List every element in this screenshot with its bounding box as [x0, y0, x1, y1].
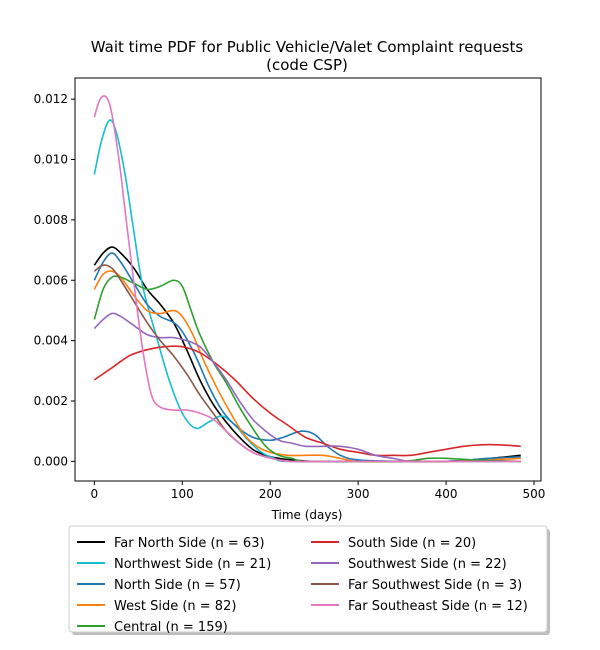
- plot-frame: [74, 77, 542, 482]
- x-tick-label: 200: [259, 487, 282, 501]
- chart-title: Wait time PDF for Public Vehicle/Valet C…: [91, 38, 524, 56]
- series-line-4: [93, 275, 521, 463]
- legend-label: Far North Side (n = 63): [114, 536, 265, 551]
- x-tick-label: 100: [171, 487, 194, 501]
- y-tick-label: 0.012: [34, 92, 68, 106]
- series-layer: [93, 95, 521, 463]
- y-tick-label: 0.004: [34, 334, 68, 348]
- legend-label: Central (n = 159): [114, 620, 228, 635]
- y-tick-label: 0.008: [34, 213, 68, 227]
- y-axis-ticks: 0.000 0.002 0.004 0.006 0.008 0.010 0.012: [34, 92, 75, 468]
- legend-label: South Side (n = 20): [348, 536, 476, 551]
- y-tick-label: 0.000: [34, 454, 68, 468]
- legend-entries: Far North Side (n = 63) Northwest Side (n…: [77, 536, 528, 635]
- series-line-3: [93, 270, 521, 463]
- y-tick-label: 0.010: [34, 153, 68, 167]
- x-axis-label: Time (days): [271, 508, 343, 522]
- x-tick-label: 500: [523, 487, 546, 501]
- legend-label: Southwest Side (n = 22): [348, 557, 507, 572]
- series-line-5: [93, 345, 521, 457]
- series-line-0: [93, 246, 521, 463]
- legend-label: Far Southwest Side (n = 3): [348, 578, 522, 593]
- legend-label: Northwest Side (n = 21): [114, 557, 271, 572]
- x-axis-ticks: 0 100 200 300 400 500: [91, 481, 546, 501]
- y-tick-label: 0.002: [34, 394, 68, 408]
- legend-box: [68, 525, 548, 633]
- x-tick-label: 300: [347, 487, 370, 501]
- legend-label: North Side (n = 57): [114, 578, 241, 593]
- plot-area: 0 100 200 300 400 500 0.0000.0020.0040.0060.0…: [34, 77, 546, 501]
- x-tick-label: 0: [91, 487, 99, 501]
- chart-subtitle: (code CSP): [266, 56, 348, 74]
- legend-label: Far Southeast Side (n = 12): [348, 599, 528, 614]
- series-line-8: [93, 95, 521, 463]
- y-tick-label: 0.006: [34, 273, 68, 287]
- legend: Far North Side (n = 63) Northwest Side (n…: [68, 525, 550, 635]
- series-line-1: [93, 119, 521, 463]
- legend-label: West Side (n = 82): [114, 599, 236, 614]
- x-tick-label: 400: [435, 487, 458, 501]
- series-line-6: [93, 312, 521, 463]
- series-line-2: [93, 252, 521, 463]
